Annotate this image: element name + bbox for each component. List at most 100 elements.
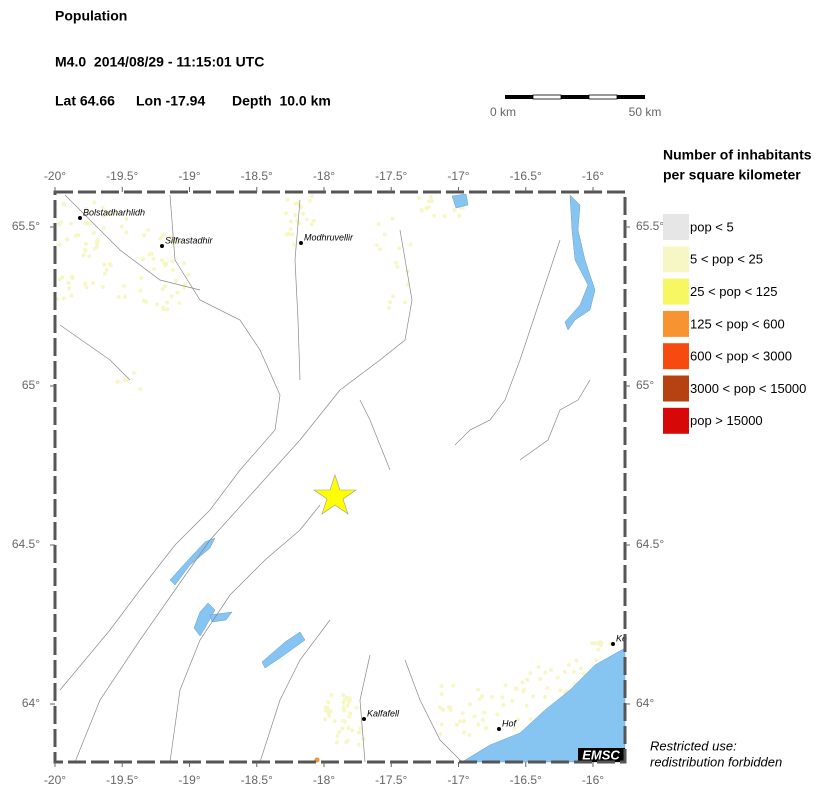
population-cell bbox=[57, 242, 62, 247]
population-cell bbox=[531, 694, 536, 699]
population-cell bbox=[377, 247, 382, 252]
population-cell bbox=[347, 714, 352, 719]
population-cell bbox=[476, 722, 481, 727]
place-marker bbox=[611, 642, 615, 646]
population-cell bbox=[480, 718, 485, 723]
population-cell bbox=[138, 288, 143, 293]
scale-segment bbox=[588, 94, 618, 100]
population-cell bbox=[350, 728, 355, 733]
population-cell bbox=[102, 271, 107, 276]
population-cell bbox=[525, 677, 530, 682]
population-cell bbox=[124, 230, 129, 235]
population-cell bbox=[171, 267, 176, 272]
lon-label: -17° bbox=[447, 169, 469, 183]
legend-label: 25 < pop < 125 bbox=[690, 284, 777, 299]
population-cell bbox=[161, 307, 166, 312]
place-marker bbox=[78, 216, 82, 220]
lake bbox=[169, 537, 216, 586]
population-cell bbox=[439, 722, 444, 727]
place-marker bbox=[299, 241, 303, 245]
lon-label: -18° bbox=[313, 169, 335, 183]
population-cell bbox=[340, 726, 345, 731]
population-cell bbox=[376, 222, 381, 227]
population-cell bbox=[344, 740, 349, 745]
population-cell bbox=[162, 284, 167, 289]
population-cell bbox=[58, 277, 63, 282]
population-cell bbox=[394, 260, 399, 265]
population-cell bbox=[175, 290, 180, 295]
population-cell bbox=[177, 238, 182, 243]
population-cell bbox=[417, 196, 422, 201]
lon-label: -18° bbox=[313, 773, 335, 787]
population-cell bbox=[173, 279, 178, 284]
population-cell bbox=[408, 242, 413, 247]
population-cell bbox=[386, 305, 391, 310]
population-cell bbox=[169, 234, 174, 239]
population-cell bbox=[503, 683, 508, 688]
population-cell bbox=[452, 207, 457, 212]
population-cell bbox=[85, 221, 90, 226]
population-cell bbox=[92, 200, 97, 205]
population-cell bbox=[345, 703, 350, 708]
population-cell bbox=[390, 216, 395, 221]
population-cell bbox=[451, 683, 456, 688]
population-cell bbox=[337, 729, 342, 734]
population-cell bbox=[332, 719, 337, 724]
population-cell bbox=[326, 700, 331, 705]
population-cell bbox=[438, 705, 443, 710]
legend-swatch bbox=[663, 407, 689, 434]
lon-label: -17.5° bbox=[375, 169, 407, 183]
population-cell bbox=[346, 700, 351, 705]
depth: Depth 10.0 km bbox=[232, 93, 331, 109]
population-cell bbox=[593, 658, 598, 663]
population-cell bbox=[165, 307, 170, 312]
legend: pop < 5 5 < pop < 25 25 < pop < 125 125 < p… bbox=[663, 214, 806, 434]
population-cell bbox=[182, 261, 187, 266]
lake bbox=[209, 611, 233, 623]
population-cell bbox=[323, 717, 328, 722]
population-cell bbox=[356, 730, 361, 735]
population-cell bbox=[104, 267, 109, 272]
population-cell bbox=[514, 687, 519, 692]
population-cell bbox=[472, 714, 477, 719]
scale-bar: 0 km 50 km bbox=[490, 94, 662, 119]
lon-label: -16° bbox=[582, 773, 604, 787]
population-cell bbox=[154, 302, 159, 307]
rivers bbox=[59, 194, 591, 763]
legend-title: per square kilometer bbox=[663, 167, 801, 183]
population-cell bbox=[342, 697, 347, 702]
population-cell bbox=[83, 247, 88, 252]
population-cell bbox=[177, 301, 182, 306]
scale-segment bbox=[561, 95, 589, 99]
legend-swatch bbox=[663, 375, 689, 402]
population-cell bbox=[91, 231, 96, 236]
lon-label: -17.5° bbox=[375, 773, 407, 787]
population-cell bbox=[131, 370, 136, 375]
population-cell bbox=[335, 733, 340, 738]
population-cell bbox=[356, 742, 361, 747]
population-cell bbox=[512, 726, 517, 731]
population-cell bbox=[455, 722, 460, 727]
population-cell bbox=[293, 201, 298, 206]
population-cell bbox=[468, 702, 473, 707]
population-cell bbox=[84, 241, 89, 246]
population-cell bbox=[341, 705, 346, 710]
population-cell bbox=[482, 710, 487, 715]
lake bbox=[451, 193, 469, 209]
population-cell bbox=[581, 671, 586, 676]
lon-label: -16° bbox=[582, 169, 604, 183]
population-cell bbox=[429, 199, 434, 204]
population-cell bbox=[528, 671, 533, 676]
place-label: Hof bbox=[502, 718, 518, 728]
population-cell bbox=[142, 233, 147, 238]
scale-label: 50 km bbox=[629, 105, 662, 119]
population-cell bbox=[390, 294, 395, 299]
population-cell bbox=[58, 220, 63, 225]
population-cell bbox=[566, 662, 571, 667]
population-cell bbox=[562, 669, 567, 674]
population-cell bbox=[555, 675, 560, 680]
population-cell bbox=[442, 214, 447, 219]
legend-label: 3000 < pop < 15000 bbox=[690, 381, 806, 396]
population-cell bbox=[107, 262, 112, 267]
legend-swatch bbox=[663, 246, 689, 273]
